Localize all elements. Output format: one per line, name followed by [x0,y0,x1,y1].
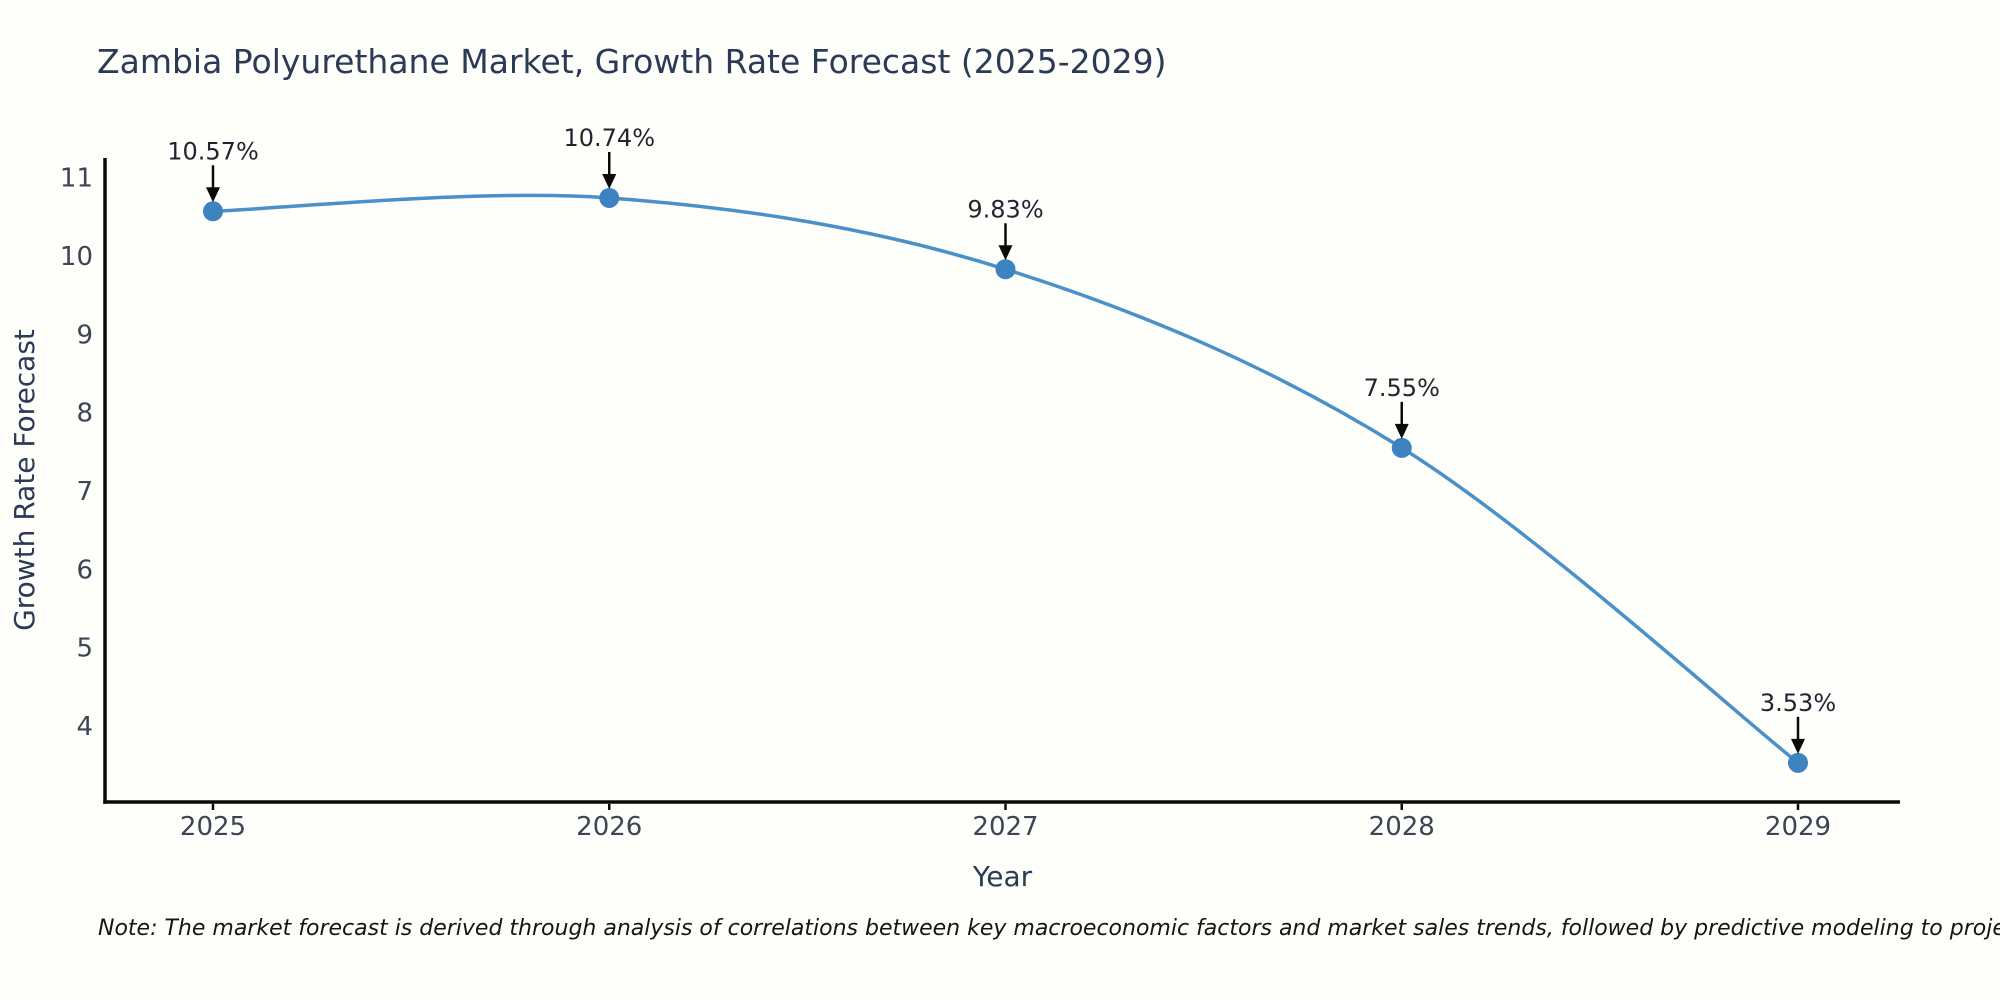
y-tick-label: 7 [76,477,93,507]
annotation-arrow-head-icon [1394,423,1409,439]
y-tick-label: 5 [76,634,93,664]
y-tick-label: 11 [60,164,93,194]
y-tick-label: 8 [76,399,93,429]
data-point-marker [599,187,620,208]
data-point-marker [203,201,223,222]
data-point-value-label: 10.57% [167,137,259,165]
data-point-value-label: 7.55% [1364,374,1440,402]
x-tick-label: 2026 [576,812,642,842]
x-tick-label: 2028 [1369,812,1435,842]
x-axis-title: Year [972,860,1033,893]
y-axis-title: Growth Rate Forecast [8,329,41,631]
data-point-value-label: 9.83% [967,195,1043,223]
data-point-value-label: 3.53% [1760,689,1836,717]
forecast-line [211,193,1800,765]
chart-footnote: Note: The market forecast is derived thr… [98,916,2000,941]
annotation-arrow-head-icon [998,245,1013,261]
x-tick-label: 2029 [1765,812,1831,842]
y-tick-label: 4 [76,712,93,742]
data-point-value-label: 10.74% [563,124,655,152]
chart-title: Zambia Polyurethane Market, Growth Rate … [97,42,1167,81]
y-tick-label: 6 [76,555,93,585]
annotation-arrow-head-icon [206,187,220,203]
data-point-marker [1788,752,1808,773]
annotation-arrow-head-icon [1791,738,1805,754]
y-tick-label: 10 [60,242,93,272]
annotation-arrow-head-icon [602,173,617,189]
x-tick-label: 2027 [972,812,1038,842]
data-point-marker [995,259,1016,280]
data-point-marker [1391,437,1412,458]
y-tick-label: 9 [76,320,93,350]
x-tick-label: 2025 [180,812,246,842]
